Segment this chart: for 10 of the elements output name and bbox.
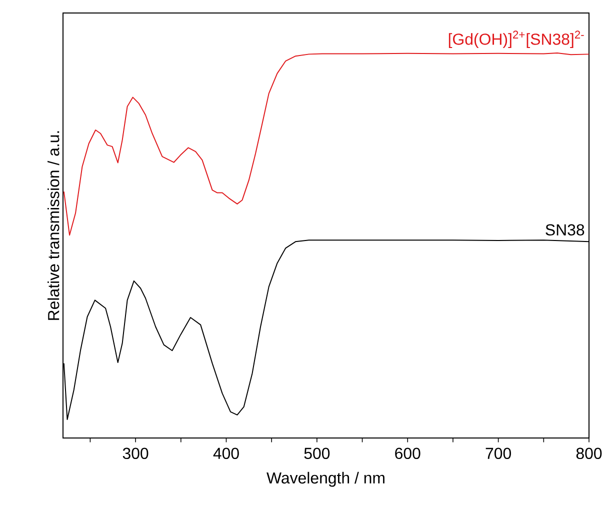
x-axis-title: Wavelength / nm	[266, 472, 384, 487]
series-label: [Gd(OH)]$^{2+}$[SN38]$^{2-}$	[448, 30, 584, 48]
x-tick-label: 600	[395, 448, 420, 460]
x-tick-label: 400	[213, 448, 239, 460]
x-tick-label: 700	[486, 448, 511, 460]
x-tick-label: 300	[122, 448, 148, 460]
x-tick-label: 500	[304, 448, 330, 460]
y-axis-title: Relative transmission / a.u.	[48, 131, 60, 320]
x-tick-label: 800	[576, 448, 602, 460]
series-label: SN38	[546, 224, 584, 236]
